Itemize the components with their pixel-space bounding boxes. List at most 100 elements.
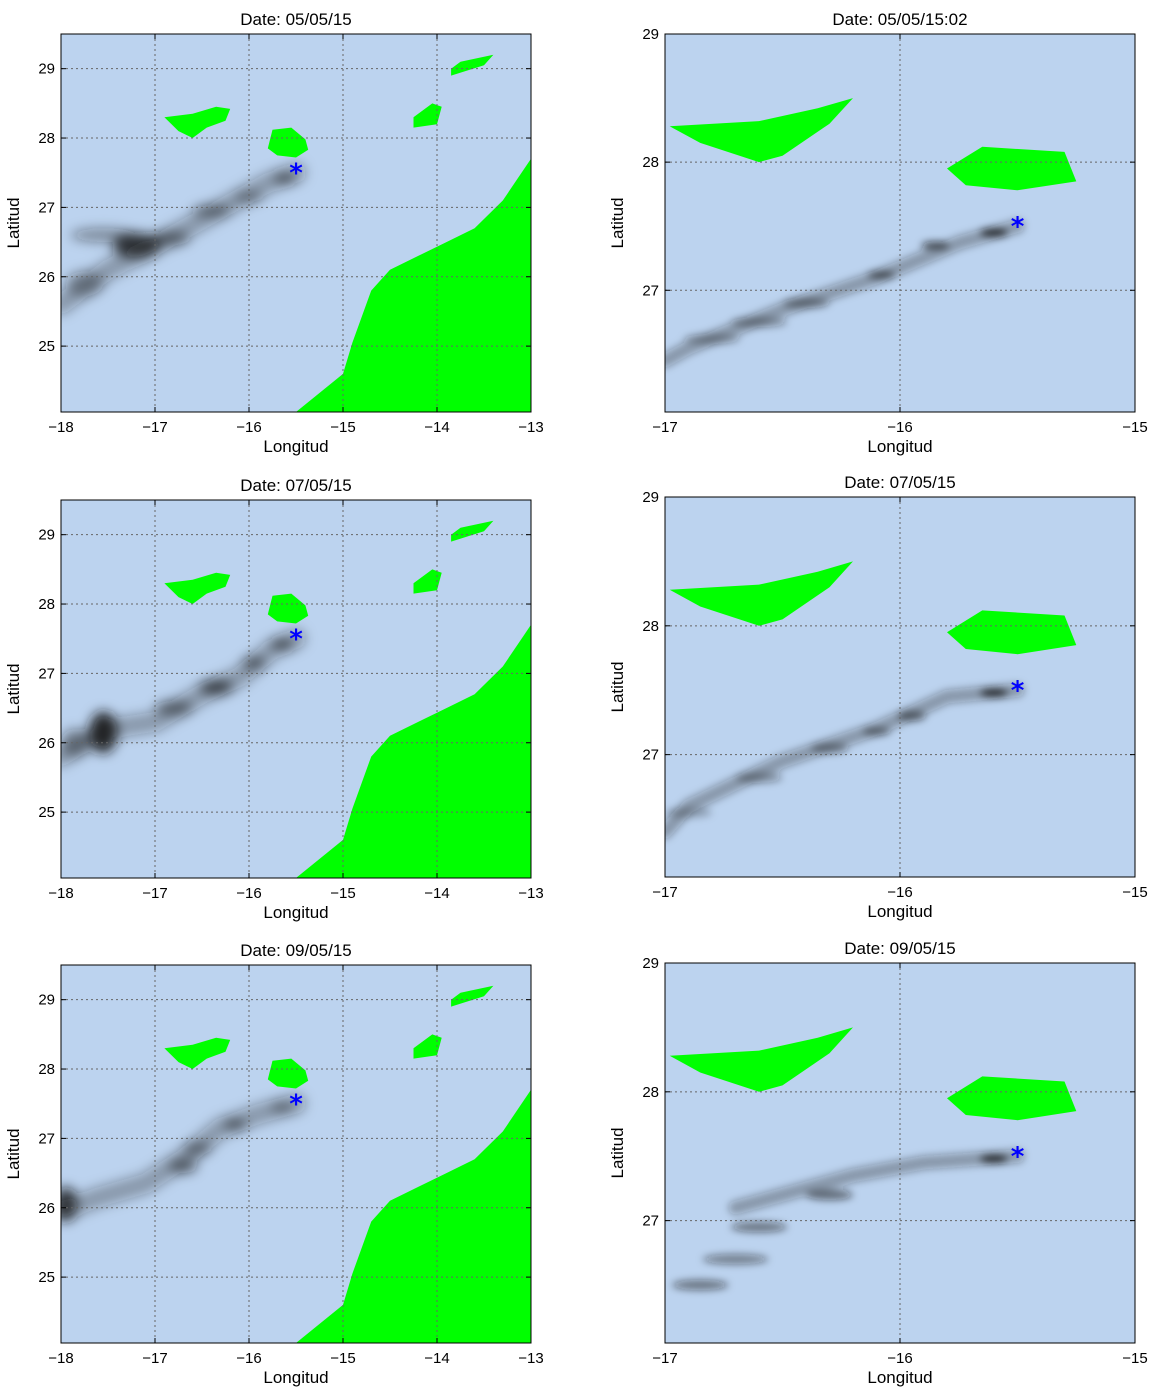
land-area bbox=[164, 1037, 231, 1069]
x-tick-label: −18 bbox=[48, 885, 73, 902]
y-tick-label: 29 bbox=[642, 26, 659, 43]
x-axis-label: Longitud bbox=[263, 903, 328, 922]
y-tick-label: 29 bbox=[642, 489, 659, 506]
plume bbox=[665, 683, 1025, 839]
y-tick-label: 28 bbox=[38, 130, 55, 147]
plume-concentration bbox=[270, 640, 294, 648]
map-panel-3: * −18 −17 −16 −15 −14 −13 25 26 27 28 29 Date: 07/05… bbox=[4, 476, 544, 922]
land-area bbox=[451, 520, 494, 542]
y-tick-label: 28 bbox=[38, 1061, 55, 1078]
plume-trail bbox=[728, 1149, 1025, 1215]
plume bbox=[61, 628, 306, 767]
plume-concentration bbox=[665, 807, 712, 818]
y-axis-label: Latitud bbox=[4, 663, 23, 714]
plume-trail bbox=[61, 162, 306, 315]
map-title: Date: 09/05/15 bbox=[240, 941, 352, 960]
source-marker-icon: * bbox=[1011, 1142, 1025, 1172]
map-panel-5: * −18 −17 −16 −15 −14 −13 25 26 27 28 29 Date: 09/05… bbox=[4, 941, 544, 1387]
y-tick-label: 25 bbox=[38, 804, 55, 821]
y-axis-label: Latitud bbox=[608, 1127, 627, 1178]
source-marker-icon: * bbox=[1011, 676, 1025, 706]
x-axis-label: Longitud bbox=[263, 1368, 328, 1387]
y-tick-label: 28 bbox=[642, 618, 659, 635]
y-tick-label: 28 bbox=[642, 154, 659, 171]
axes-frame bbox=[60, 499, 532, 879]
x-tick-label: −15 bbox=[330, 1350, 355, 1367]
plume-concentration bbox=[223, 1120, 247, 1129]
x-tick-label: −15 bbox=[1122, 419, 1147, 436]
plume-concentration bbox=[867, 271, 896, 279]
map-panel-4: * −17 −16 −15 27 28 29 Date: 07/05/15 Longitud La… bbox=[608, 473, 1148, 921]
plume-concentration bbox=[979, 1154, 1009, 1163]
source-marker-icon: * bbox=[289, 1090, 303, 1120]
x-axis-label: Longitud bbox=[867, 437, 932, 456]
plume-concentration bbox=[810, 743, 849, 754]
x-tick-label: −13 bbox=[518, 419, 543, 436]
y-tick-label: 29 bbox=[642, 955, 659, 972]
x-tick-label: −16 bbox=[887, 884, 912, 901]
axes-frame bbox=[60, 964, 532, 1344]
y-tick-label: 25 bbox=[38, 1269, 55, 1286]
plume-concentration bbox=[70, 228, 137, 243]
x-tick-label: −17 bbox=[142, 1350, 167, 1367]
plume-concentration bbox=[979, 228, 1009, 237]
map-title: Date: 07/05/15 bbox=[844, 473, 956, 492]
x-axis-label: Longitud bbox=[263, 437, 328, 456]
plume bbox=[665, 219, 1025, 368]
plume-concentration bbox=[683, 333, 741, 345]
axes-frame bbox=[60, 33, 532, 413]
map-panel-6: * −17 −16 −15 27 28 29 Date: 09/05/15 Longitud La… bbox=[608, 939, 1148, 1387]
plume-concentration bbox=[782, 297, 830, 309]
plume-trail bbox=[61, 1093, 306, 1222]
y-axis-label: Latitud bbox=[608, 197, 627, 248]
y-tick-label: 29 bbox=[38, 992, 55, 1009]
plume-concentration bbox=[192, 205, 231, 217]
x-tick-label: −15 bbox=[1122, 1350, 1147, 1367]
y-tick-label: 27 bbox=[642, 1213, 659, 1230]
plume-concentration bbox=[169, 1159, 198, 1174]
plume-concentration bbox=[65, 271, 104, 297]
plume-concentration bbox=[862, 727, 891, 736]
plume-concentration bbox=[979, 688, 1009, 697]
x-tick-label: −17 bbox=[142, 419, 167, 436]
x-tick-label: −13 bbox=[518, 1350, 543, 1367]
source-marker-icon: * bbox=[289, 159, 303, 189]
land-area bbox=[267, 1058, 309, 1089]
y-tick-label: 27 bbox=[642, 747, 659, 764]
plume-concentration bbox=[61, 728, 90, 757]
plume bbox=[672, 1149, 1025, 1291]
x-tick-label: −18 bbox=[48, 419, 73, 436]
x-tick-label: −15 bbox=[330, 419, 355, 436]
plume-concentration bbox=[183, 1143, 212, 1155]
x-tick-label: −16 bbox=[887, 1350, 912, 1367]
land-area bbox=[669, 1027, 853, 1092]
y-tick-label: 26 bbox=[38, 269, 55, 286]
plume-concentration bbox=[735, 772, 783, 783]
plume-concentration bbox=[234, 192, 264, 202]
land-area bbox=[413, 1034, 442, 1059]
plume-concentration bbox=[89, 711, 118, 754]
x-tick-label: −14 bbox=[424, 885, 449, 902]
x-tick-label: −15 bbox=[330, 885, 355, 902]
y-tick-label: 27 bbox=[642, 282, 659, 299]
land-area bbox=[947, 1076, 1077, 1121]
land-area bbox=[267, 127, 309, 158]
land-area bbox=[451, 54, 494, 76]
x-axis-label: Longitud bbox=[867, 1368, 932, 1387]
y-tick-label: 29 bbox=[38, 527, 55, 544]
source-marker-icon: * bbox=[289, 625, 303, 655]
plume-concentration bbox=[730, 317, 788, 328]
map-title: Date: 05/05/15 bbox=[240, 10, 352, 29]
x-tick-label: −16 bbox=[887, 419, 912, 436]
plume-concentration bbox=[672, 1279, 729, 1291]
plume bbox=[61, 162, 306, 315]
plume-trail bbox=[665, 219, 1025, 368]
y-tick-label: 27 bbox=[38, 1130, 55, 1147]
plume-concentration bbox=[61, 1186, 77, 1222]
x-tick-label: −16 bbox=[236, 1350, 261, 1367]
plume-concentration bbox=[921, 241, 950, 250]
map-title: Date: 07/05/15 bbox=[240, 476, 352, 495]
map-panel-1: * −18 −17 −16 −15 −14 −13 25 26 27 28 29 Date: 05/05… bbox=[4, 10, 544, 456]
y-tick-label: 27 bbox=[38, 665, 55, 682]
y-axis-label: Latitud bbox=[4, 197, 23, 248]
